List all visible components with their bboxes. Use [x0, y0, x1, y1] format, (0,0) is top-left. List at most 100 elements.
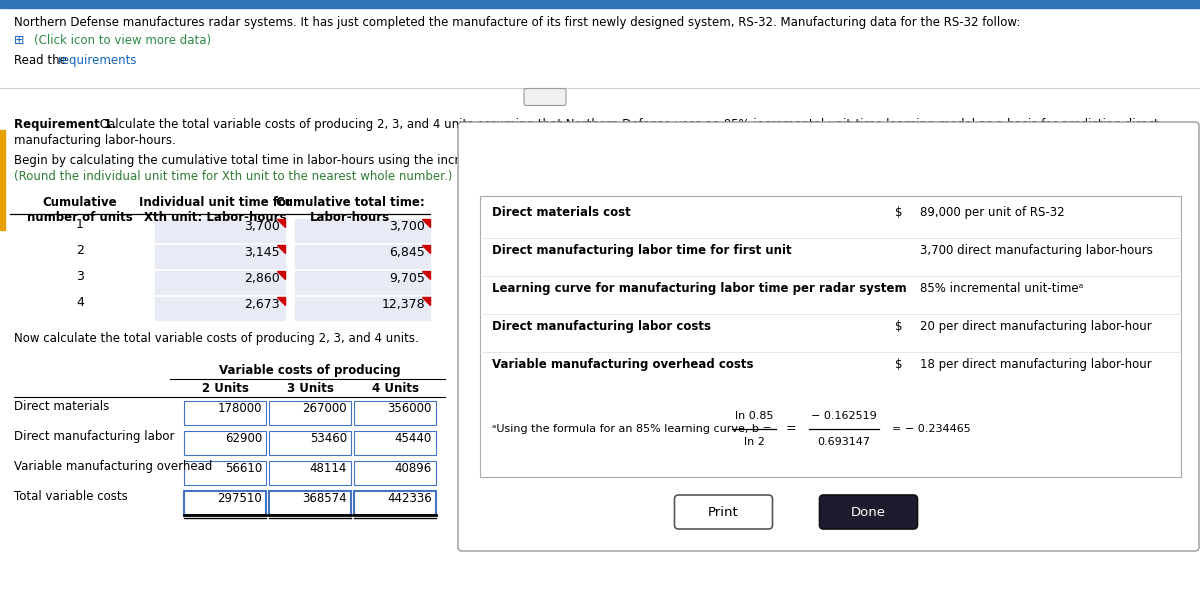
Text: Direct materials: Direct materials [14, 400, 109, 413]
Text: − 0.162519: − 0.162519 [811, 411, 877, 421]
Text: Calculate the total variable costs of producing 2, 3, and 4 units assuming that : Calculate the total variable costs of pr… [96, 118, 1159, 131]
Text: Direct manufacturing labor costs: Direct manufacturing labor costs [492, 320, 710, 333]
Text: 62900: 62900 [224, 432, 262, 445]
Text: $: $ [895, 358, 902, 371]
Text: 2,860: 2,860 [245, 272, 280, 285]
Text: ᵃUsing the formula for an 85% learning curve, b =: ᵃUsing the formula for an 85% learning c… [492, 424, 775, 434]
Bar [0, 0, 1200, 8]
Bar [155, 219, 286, 242]
Text: ln 2: ln 2 [744, 437, 764, 447]
Polygon shape [277, 219, 286, 227]
Text: Variable costs of producing: Variable costs of producing [220, 364, 401, 377]
Bar [155, 245, 286, 268]
Text: 18 per direct manufacturing labor-hour: 18 per direct manufacturing labor-hour [920, 358, 1152, 371]
Text: 3,145: 3,145 [245, 246, 280, 259]
Text: 40896: 40896 [395, 462, 432, 475]
Text: Now calculate the total variable costs of producing 2, 3, and 4 units.: Now calculate the total variable costs o… [14, 332, 419, 345]
Polygon shape [277, 271, 286, 279]
Text: Xth unit: Labor-hours: Xth unit: Labor-hours [144, 211, 287, 224]
Text: 85% incremental unit-timeᵃ: 85% incremental unit-timeᵃ [920, 282, 1084, 295]
Text: number of units: number of units [28, 211, 133, 224]
Bar [269, 491, 352, 515]
Text: ln 0.85: ln 0.85 [734, 411, 773, 421]
FancyBboxPatch shape [674, 495, 773, 529]
Text: (Click icon to view more data): (Click icon to view more data) [34, 34, 211, 47]
FancyBboxPatch shape [480, 196, 1181, 477]
Text: Begin by calculating the cumulative total time in labor-hours using the incremen: Begin by calculating the cumulative tota… [14, 154, 662, 167]
Text: 297510: 297510 [217, 492, 262, 505]
Bar [269, 461, 352, 485]
Text: 3,700: 3,700 [244, 220, 280, 233]
Text: 1: 1 [76, 218, 84, 231]
Text: Individual unit time for: Individual unit time for [138, 196, 292, 209]
Text: Cumulative: Cumulative [43, 196, 118, 209]
Text: 48114: 48114 [310, 462, 347, 475]
Text: 2,673: 2,673 [245, 298, 280, 311]
Text: 3,700 direct manufacturing labor-hours: 3,700 direct manufacturing labor-hours [920, 244, 1153, 257]
Text: 0.693147: 0.693147 [817, 437, 870, 447]
Text: 9,705: 9,705 [389, 272, 425, 285]
Text: 89,000 per unit of RS-32: 89,000 per unit of RS-32 [920, 206, 1064, 219]
Text: 56610: 56610 [224, 462, 262, 475]
Text: 3 Units: 3 Units [287, 382, 334, 395]
Text: Cumulative total time:: Cumulative total time: [276, 196, 425, 209]
Text: 53460: 53460 [310, 432, 347, 445]
Text: Variable manufacturing overhead: Variable manufacturing overhead [14, 460, 212, 473]
Text: 356000: 356000 [388, 402, 432, 415]
Polygon shape [422, 219, 430, 227]
Bar [184, 401, 266, 425]
Text: Read the: Read the [14, 54, 71, 67]
Text: Direct materials cost: Direct materials cost [492, 206, 631, 219]
Polygon shape [422, 297, 430, 305]
Text: manufacturing labor-hours.: manufacturing labor-hours. [14, 134, 175, 147]
Text: Total variable costs: Total variable costs [14, 490, 127, 503]
Text: 4: 4 [76, 296, 84, 309]
Bar [354, 461, 436, 485]
Bar [354, 401, 436, 425]
Bar [269, 431, 352, 455]
Polygon shape [277, 245, 286, 253]
Text: ⊞: ⊞ [14, 34, 29, 47]
Text: 4 Units: 4 Units [372, 382, 419, 395]
Text: 267000: 267000 [302, 402, 347, 415]
Bar [184, 491, 266, 515]
Text: Northern Defense manufactures radar systems. It has just completed the manufactu: Northern Defense manufactures radar syst… [14, 16, 1020, 29]
Text: 45440: 45440 [395, 432, 432, 445]
Text: Direct manufacturing labor time for first unit: Direct manufacturing labor time for firs… [492, 244, 792, 257]
Text: Print: Print [708, 506, 739, 519]
Text: Requirement 1.: Requirement 1. [14, 118, 116, 131]
Text: Labor-hours: Labor-hours [310, 211, 390, 224]
Bar [0, 130, 5, 230]
Text: Direct manufacturing labor: Direct manufacturing labor [14, 430, 174, 443]
Text: ···: ··· [540, 92, 550, 102]
FancyBboxPatch shape [458, 122, 1199, 551]
Text: Learning curve for manufacturing labor time per radar system: Learning curve for manufacturing labor t… [492, 282, 907, 295]
Polygon shape [422, 271, 430, 279]
Bar [295, 219, 430, 242]
Text: 178000: 178000 [217, 402, 262, 415]
Polygon shape [277, 297, 286, 305]
Bar [155, 297, 286, 320]
Text: 3,700: 3,700 [389, 220, 425, 233]
Text: Done: Done [851, 506, 886, 519]
Text: 442336: 442336 [388, 492, 432, 505]
Bar [184, 431, 266, 455]
Text: .: . [108, 54, 112, 67]
Text: 6,845: 6,845 [389, 246, 425, 259]
Bar [269, 401, 352, 425]
Text: requirements: requirements [58, 54, 138, 67]
Text: 2: 2 [76, 244, 84, 257]
Polygon shape [422, 245, 430, 253]
Bar [295, 271, 430, 294]
Text: 20 per direct manufacturing labor-hour: 20 per direct manufacturing labor-hour [920, 320, 1152, 333]
Bar [295, 245, 430, 268]
Text: = − 0.234465: = − 0.234465 [892, 424, 971, 434]
Bar [155, 271, 286, 294]
Text: $: $ [895, 320, 902, 333]
Bar [354, 491, 436, 515]
Text: (Round the individual unit time for Xth unit to the nearest whole number.): (Round the individual unit time for Xth … [14, 170, 452, 183]
Text: Variable manufacturing overhead costs: Variable manufacturing overhead costs [492, 358, 754, 371]
Bar [295, 297, 430, 320]
Text: Data table: Data table [487, 136, 604, 156]
Bar [184, 461, 266, 485]
